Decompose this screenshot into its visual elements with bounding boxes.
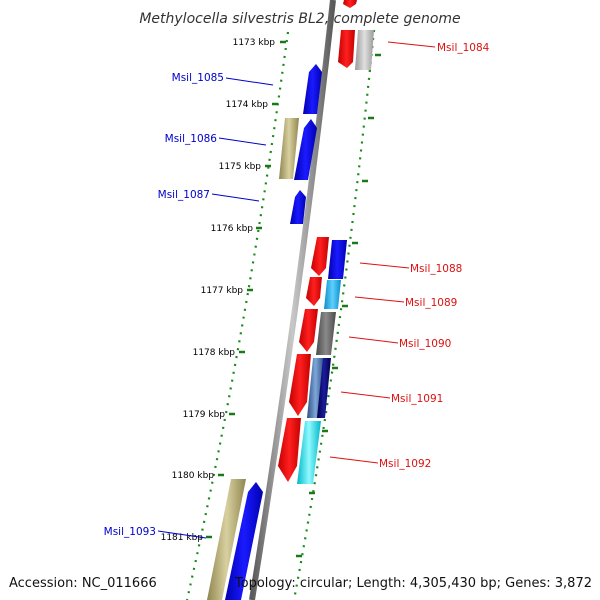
tick-label: 1177 kbp [201, 286, 244, 296]
cds-msil-1090-reverse[interactable] [299, 309, 318, 352]
cds-msil-1087-forward[interactable] [290, 190, 306, 224]
tick-label: 1175 kbp [219, 162, 262, 172]
gene-label-msil-1086[interactable]: Msil_1086 [165, 133, 218, 145]
accession-text: Accession: NC_011666 [9, 576, 157, 591]
forward-label-leaders [157, 77, 274, 539]
tick-label: 1174 kbp [226, 100, 269, 110]
tick-label: 1181 kbp [161, 533, 204, 543]
tick-label: 1180 kbp [172, 471, 215, 481]
cds-msil-1086-forward[interactable] [294, 119, 317, 180]
reverse-label-leaders [329, 41, 436, 464]
feature-msil-1091-steel[interactable] [307, 358, 324, 418]
gene-label-msil-1085[interactable]: Msil_1085 [172, 72, 224, 84]
feature-msil-1086-tan[interactable] [279, 118, 299, 179]
feature-msil-1093-tan[interactable] [207, 479, 246, 600]
cds-top-partial[interactable] [343, 0, 357, 8]
cds-msil-1084-reverse[interactable] [338, 30, 355, 68]
gene-label-msil-1089[interactable]: Msil_1089 [405, 297, 457, 309]
outer-ring-dashes [296, 53, 381, 558]
tick-label: 1173 kbp [233, 38, 276, 48]
feature-msil-1089-sky[interactable] [324, 280, 341, 309]
cds-msil-1093-forward[interactable] [225, 482, 263, 600]
tick-label: 1179 kbp [183, 410, 226, 420]
feature-msil-1084-grey[interactable] [355, 30, 374, 70]
gene-label-msil-1088[interactable]: Msil_1088 [410, 263, 462, 275]
cds-msil-1085-forward[interactable] [303, 64, 322, 114]
feature-msil-1092-cyan[interactable] [297, 421, 321, 484]
feature-msil-1090-darkgrey[interactable] [316, 312, 336, 355]
gene-label-msil-1090[interactable]: Msil_1090 [399, 338, 451, 350]
genome-backbone [249, 0, 336, 600]
cds-msil-1089-reverse[interactable] [306, 277, 322, 306]
feature-msil-1091-navy[interactable] [317, 358, 331, 418]
gene-label-msil-1091[interactable]: Msil_1091 [391, 393, 443, 405]
gene-label-msil-1092[interactable]: Msil_1092 [379, 458, 431, 470]
gene-label-msil-1093[interactable]: Msil_1093 [104, 526, 156, 538]
feature-msil-1088-blue[interactable] [328, 240, 347, 279]
cds-msil-1092-reverse[interactable] [278, 418, 301, 482]
gene-label-msil-1084[interactable]: Msil_1084 [437, 42, 490, 54]
cds-msil-1088-reverse[interactable] [311, 237, 329, 276]
tick-label: 1178 kbp [193, 348, 236, 358]
cds-msil-1091-reverse[interactable] [289, 354, 311, 416]
tick-marks [206, 40, 286, 539]
map-title: Methylocella silvestris BL2, complete ge… [139, 11, 460, 27]
topology-stats-text: Topology: circular; Length: 4,305,430 bp… [234, 576, 592, 591]
gene-label-msil-1087[interactable]: Msil_1087 [158, 189, 210, 201]
tick-label: 1176 kbp [211, 224, 254, 234]
